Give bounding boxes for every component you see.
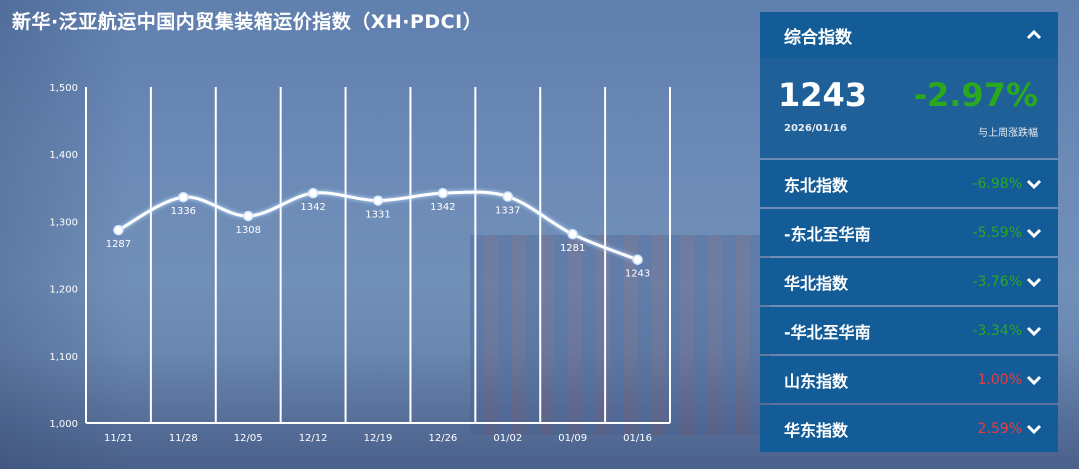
x-tick-label: 12/19 <box>364 433 393 444</box>
chevron-down-icon[interactable] <box>1026 176 1042 192</box>
chevron-down-icon[interactable] <box>1026 274 1042 290</box>
data-point <box>242 210 254 222</box>
index-panel: 综合指数 1243 -2.97% 2026/01/16 与上周涨跌幅 东北指数 -… <box>760 12 1058 452</box>
data-point <box>307 187 319 199</box>
index-row-change: -3.76% <box>972 273 1022 290</box>
y-tick-label: 1,300 <box>49 217 78 228</box>
data-label: 1308 <box>235 225 260 236</box>
data-point <box>113 224 124 236</box>
index-row-label: -华北至华南 <box>784 322 871 342</box>
background-container-ship <box>470 235 770 435</box>
x-tick-label: 01/09 <box>558 433 587 444</box>
data-point <box>567 228 578 240</box>
y-tick-label: 1,000 <box>49 419 78 430</box>
data-label: 1287 <box>106 239 131 250</box>
y-tick-label: 1,100 <box>49 352 78 363</box>
data-label: 1243 <box>625 269 650 280</box>
data-point <box>632 254 643 265</box>
index-row[interactable]: 东北指数 -6.98% <box>760 160 1058 207</box>
index-row-change: -6.98% <box>972 175 1022 192</box>
data-label: 1337 <box>495 206 520 217</box>
data-point <box>372 195 384 206</box>
composite-summary: 1243 -2.97% 2026/01/16 与上周涨跌幅 <box>760 58 1058 158</box>
index-row-change: -3.34% <box>972 322 1022 339</box>
data-label: 1342 <box>300 202 325 213</box>
data-label: 1331 <box>365 210 390 221</box>
data-label: 1281 <box>560 243 585 254</box>
x-tick-label: 01/02 <box>493 433 522 444</box>
chevron-down-icon[interactable] <box>1026 421 1042 437</box>
x-tick-label: 12/12 <box>299 433 328 444</box>
composite-index-label: 综合指数 <box>784 27 852 48</box>
index-row-label: 山东指数 <box>784 371 849 391</box>
data-label: 1336 <box>171 206 196 217</box>
data-point <box>178 191 189 203</box>
x-tick-label: 12/05 <box>234 433 263 444</box>
index-line-chart: 1,000 1,100 1,200 1,300 1,400 1,500 11/21 11/2… <box>49 83 671 444</box>
x-tick-label: 12/26 <box>428 433 457 444</box>
index-row[interactable]: -东北至华南 -5.59% <box>760 209 1058 256</box>
index-row-label: 华东指数 <box>784 420 849 440</box>
change-label: 与上周涨跌幅 <box>978 128 1038 139</box>
index-row-change: 1.00% <box>977 371 1022 388</box>
chevron-down-icon[interactable] <box>1026 372 1042 388</box>
index-row-change: 2.59% <box>977 420 1022 437</box>
index-row[interactable]: 山东指数 1.00% <box>760 356 1058 403</box>
x-tick-label: 11/28 <box>169 433 198 444</box>
chevron-down-icon[interactable] <box>1026 225 1042 241</box>
y-tick-label: 1,500 <box>49 83 78 94</box>
composite-index-header[interactable]: 综合指数 <box>760 12 1058 58</box>
y-tick-label: 1,200 <box>49 285 78 296</box>
data-point <box>502 191 514 202</box>
data-label: 1342 <box>430 202 455 213</box>
index-row[interactable]: 华东指数 2.59% <box>760 405 1058 452</box>
chevron-up-icon[interactable] <box>1026 27 1042 43</box>
index-row-label: -东北至华南 <box>784 224 871 244</box>
composite-date: 2026/01/16 <box>784 123 847 134</box>
x-tick-label: 11/21 <box>104 433 133 444</box>
composite-change: -2.97% <box>913 76 1038 114</box>
index-row-label: 东北指数 <box>784 175 849 195</box>
index-row[interactable]: 华北指数 -3.76% <box>760 258 1058 305</box>
data-point <box>437 187 449 199</box>
index-row-change: -5.59% <box>972 224 1022 241</box>
page-title: 新华·泛亚航运中国内贸集装箱运价指数（XH·PDCI） <box>12 11 483 33</box>
x-tick-label: 01/16 <box>623 433 652 444</box>
chevron-down-icon[interactable] <box>1026 323 1042 339</box>
composite-value: 1243 <box>778 76 868 114</box>
index-row[interactable]: -华北至华南 -3.34% <box>760 307 1058 354</box>
index-row-label: 华北指数 <box>784 273 849 293</box>
y-tick-label: 1,400 <box>49 150 78 161</box>
